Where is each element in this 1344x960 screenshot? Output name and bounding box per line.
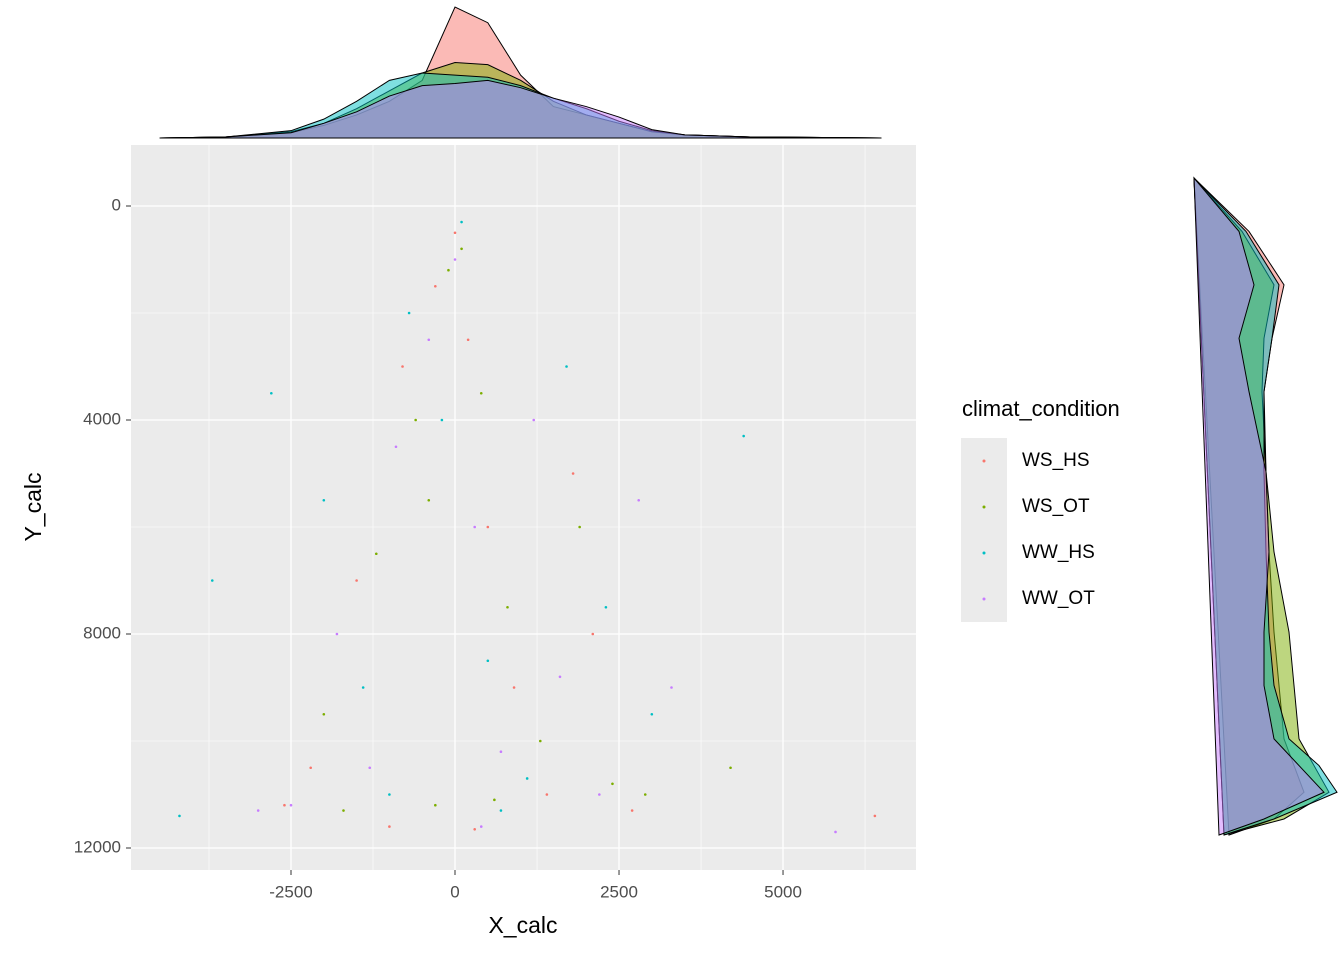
- point: [460, 220, 463, 224]
- point: [368, 766, 372, 770]
- point: [427, 498, 431, 502]
- legend-symbol: [982, 505, 986, 509]
- point: [473, 525, 476, 529]
- point: [630, 809, 634, 812]
- point: [374, 552, 378, 556]
- point: [427, 338, 431, 342]
- x-tick-label: 0: [450, 882, 459, 901]
- legend-symbol: [982, 459, 986, 463]
- right-density: [1193, 176, 1325, 836]
- point: [650, 712, 654, 716]
- point: [466, 338, 470, 342]
- panel: [131, 145, 916, 870]
- point: [479, 391, 483, 395]
- legend-label: WS_OT: [1022, 496, 1090, 517]
- point: [532, 418, 536, 422]
- point: [643, 793, 647, 796]
- point: [499, 809, 503, 812]
- point: [486, 525, 490, 529]
- x-tick-label: 2500: [600, 882, 638, 901]
- x-tick-label: 5000: [764, 882, 802, 901]
- point: [335, 632, 339, 636]
- point: [525, 777, 529, 780]
- y-tick-label: 4000: [83, 409, 121, 428]
- point: [434, 803, 437, 807]
- point: [834, 830, 837, 834]
- legend-label: WW_HS: [1022, 542, 1095, 563]
- point: [414, 418, 417, 422]
- point: [604, 605, 608, 609]
- point: [591, 632, 595, 636]
- point: [558, 675, 562, 679]
- point: [486, 659, 490, 663]
- point: [270, 391, 273, 395]
- legend-label: WS_HS: [1022, 450, 1090, 471]
- point: [447, 268, 450, 272]
- point: [283, 803, 286, 807]
- top-density: [159, 79, 882, 139]
- legend-label: WW_OT: [1022, 588, 1095, 609]
- y-tick-label: 8000: [83, 623, 121, 642]
- point: [342, 809, 345, 812]
- y-tick-label: 0: [112, 195, 121, 214]
- point: [571, 472, 575, 475]
- point: [460, 247, 463, 251]
- point: [453, 231, 457, 235]
- point: [473, 827, 476, 831]
- point: [407, 311, 411, 315]
- point: [355, 579, 358, 582]
- y-axis-label: Y_calc: [20, 472, 46, 541]
- point: [289, 803, 293, 807]
- point: [545, 793, 549, 796]
- point: [538, 739, 542, 743]
- point: [506, 605, 509, 609]
- point: [434, 284, 437, 288]
- point: [611, 782, 614, 786]
- point: [178, 814, 181, 818]
- legend-title: climat_condition: [962, 396, 1120, 421]
- point: [256, 809, 260, 812]
- point: [670, 686, 673, 689]
- point: [499, 750, 503, 754]
- x-tick-label: -2500: [269, 882, 312, 901]
- point: [210, 579, 214, 582]
- point: [729, 766, 732, 770]
- legend-symbol: [982, 551, 986, 555]
- point: [578, 525, 581, 529]
- point: [401, 365, 404, 368]
- point: [322, 498, 326, 502]
- point: [637, 498, 640, 502]
- point: [565, 365, 568, 368]
- point: [742, 434, 745, 438]
- y-tick-label: 12000: [74, 837, 121, 856]
- point: [493, 798, 496, 802]
- point: [394, 445, 398, 449]
- point: [388, 825, 391, 828]
- point: [453, 258, 457, 261]
- point: [388, 793, 391, 796]
- legend-symbol: [982, 597, 986, 601]
- point: [512, 686, 516, 689]
- point: [322, 712, 326, 716]
- point: [309, 766, 312, 770]
- point: [873, 814, 877, 818]
- x-axis-label: X_calc: [488, 912, 557, 938]
- point: [361, 686, 365, 689]
- point: [479, 825, 483, 828]
- point: [440, 418, 444, 422]
- point: [598, 793, 601, 796]
